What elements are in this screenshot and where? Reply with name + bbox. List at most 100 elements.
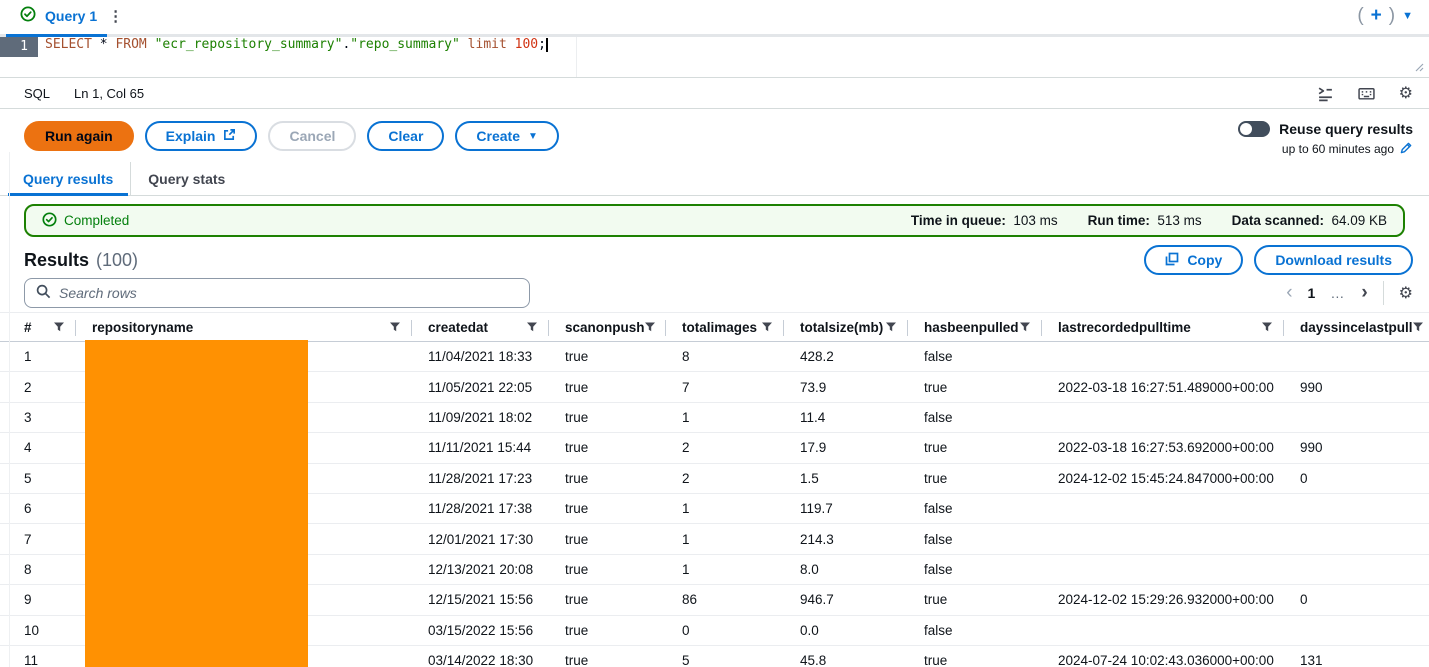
table-row: 5 11/28/2021 17:23 true 2 1.5 true 2024-12-02 …	[0, 464, 1429, 494]
toggle-knob	[1240, 123, 1253, 135]
cell-totalsize-mb-: 17.9	[800, 440, 827, 456]
column-divider	[1041, 320, 1042, 336]
current-page-number[interactable]: 1	[1307, 285, 1316, 301]
cell-hasbeenpulled: true	[924, 379, 948, 395]
cell-lastrecordedpulltime: 2024-12-02 15:29:26.932000+00:00	[1058, 592, 1274, 608]
cell-totalsize-mb-: 11.4	[800, 409, 826, 425]
cell-scanonpush: true	[565, 501, 589, 517]
results-preferences-gear-icon[interactable]: ⚙	[1398, 283, 1413, 302]
cell-totalsize-mb-: 8.0	[800, 561, 819, 577]
code-line[interactable]: SELECT * FROM "ecr_repository_summary"."…	[45, 37, 548, 57]
column-label: repositoryname	[92, 319, 194, 335]
column-label: scanonpush	[565, 319, 645, 335]
column-filter-icon[interactable]	[1412, 322, 1423, 332]
tab-menu-icon[interactable]: ⋮	[108, 7, 124, 25]
column-filter-icon[interactable]	[527, 322, 537, 332]
create-button[interactable]: Create ▼	[455, 121, 559, 151]
column-divider	[907, 320, 908, 336]
reuse-results-toggle[interactable]	[1238, 121, 1271, 137]
column-label: createdat	[428, 319, 489, 335]
banner-metric: Data scanned: 64.09 KB	[1231, 213, 1387, 228]
explain-button[interactable]: Explain	[144, 121, 258, 151]
column-filter-icon[interactable]	[762, 322, 772, 332]
cell-totalimages: 5	[682, 653, 690, 667]
download-results-button[interactable]: Download results	[1254, 245, 1413, 275]
cell-hasbeenpulled: true	[924, 653, 948, 667]
cell-createdat: 12/01/2021 17:30	[428, 531, 534, 547]
cancel-button[interactable]: Cancel	[268, 121, 357, 151]
cell-createdat: 11/28/2021 17:38	[428, 501, 533, 517]
keyboard-shortcuts-icon[interactable]	[1357, 85, 1375, 102]
cell-scanonpush: true	[565, 379, 589, 395]
query-tab[interactable]: Query 1 ⋮	[20, 6, 125, 25]
format-query-icon[interactable]	[1317, 85, 1334, 102]
cell-totalimages: 2	[682, 440, 690, 456]
previous-page-icon[interactable]: ‹	[1286, 282, 1293, 303]
column-header--: #	[24, 313, 76, 341]
cell-scanonpush: true	[565, 561, 589, 577]
text-cursor	[545, 37, 548, 52]
search-rows-input[interactable]	[59, 285, 518, 301]
column-divider	[783, 320, 784, 336]
cell-scanonpush: true	[565, 470, 589, 486]
tab-list-dropdown-icon[interactable]: ▼	[1402, 9, 1413, 22]
tab-query-stats[interactable]: Query stats	[148, 170, 226, 187]
cell-hasbeenpulled: true	[924, 470, 948, 486]
sql-editor[interactable]: 1 SELECT * FROM "ecr_repository_summary"…	[0, 37, 1429, 77]
next-page-icon[interactable]: ›	[1361, 282, 1368, 303]
column-filter-icon[interactable]	[1262, 322, 1272, 332]
search-box[interactable]	[24, 278, 530, 308]
edit-pencil-icon[interactable]	[1400, 141, 1413, 157]
cell-createdat: 03/15/2022 15:56	[428, 622, 534, 638]
code-token	[507, 37, 515, 52]
cell--: 4	[24, 440, 32, 456]
column-filter-icon[interactable]	[54, 322, 64, 332]
cell--: 1	[24, 349, 32, 365]
reuse-duration-text: up to 60 minutes ago	[1281, 142, 1394, 156]
banner-metrics: Time in queue: 103 ms Run time: 513 ms Dat…	[911, 213, 1387, 228]
column-filter-icon[interactable]	[390, 322, 400, 332]
new-tab-button[interactable]: +	[1370, 5, 1382, 26]
column-label: #	[24, 319, 32, 335]
cell-createdat: 11/05/2021 22:05	[428, 379, 533, 395]
column-filter-icon[interactable]	[886, 322, 896, 332]
cell-scanonpush: true	[565, 653, 589, 667]
panel-edge-line	[9, 152, 10, 667]
cell-totalimages: 1	[682, 531, 690, 547]
column-filter-icon[interactable]	[644, 322, 655, 332]
cell--: 6	[24, 501, 32, 517]
explain-label: Explain	[165, 128, 216, 144]
table-row: 10 03/15/2022 15:56 true 0 0.0 false	[0, 616, 1429, 646]
column-divider	[1283, 320, 1284, 336]
search-icon	[36, 284, 51, 302]
results-table: # repositoryname createdat scanonpush totali…	[0, 312, 1429, 667]
pagination-divider	[1382, 281, 1384, 305]
column-header-hasbeenpulled: hasbeenpulled	[908, 313, 1042, 341]
column-header-totalsize-mb-: totalsize(mb)	[784, 313, 908, 341]
table-row: 4 11/11/2021 15:44 true 2 17.9 true 2022-03-18…	[0, 433, 1429, 464]
editor-resize-handle-icon[interactable]	[1415, 59, 1424, 75]
clear-button[interactable]: Clear	[367, 121, 445, 151]
copy-label: Copy	[1187, 252, 1223, 268]
code-token	[147, 37, 155, 52]
cell-createdat: 11/28/2021 17:23	[428, 470, 533, 486]
table-header-row: # repositoryname createdat scanonpush totali…	[0, 312, 1429, 342]
tab-query-results[interactable]: Query results	[8, 162, 129, 196]
code-token	[460, 37, 468, 52]
create-label: Create	[476, 128, 521, 144]
cell-totalsize-mb-: 946.7	[800, 592, 834, 608]
column-filter-icon[interactable]	[1020, 322, 1030, 332]
table-row: 6 11/28/2021 17:38 true 1 119.7 false	[0, 494, 1429, 525]
cell-createdat: 12/13/2021 20:08	[428, 561, 534, 577]
cell-lastrecordedpulltime: 2024-07-24 10:02:43.036000+00:00	[1058, 653, 1274, 667]
cell-totalsize-mb-: 73.9	[800, 379, 827, 395]
copy-button[interactable]: Copy	[1144, 245, 1244, 275]
cell-totalsize-mb-: 214.3	[800, 531, 834, 547]
cell-lastrecordedpulltime: 2022-03-18 16:27:51.489000+00:00	[1058, 379, 1274, 395]
editor-settings-gear-icon[interactable]: ⚙	[1398, 83, 1413, 102]
cell-hasbeenpulled: false	[924, 349, 953, 365]
run-again-button[interactable]: Run again	[24, 121, 134, 151]
page-ellipsis: …	[1330, 285, 1347, 301]
cell-createdat: 11/11/2021 15:44	[428, 440, 532, 456]
create-dropdown-caret-icon: ▼	[528, 130, 538, 142]
